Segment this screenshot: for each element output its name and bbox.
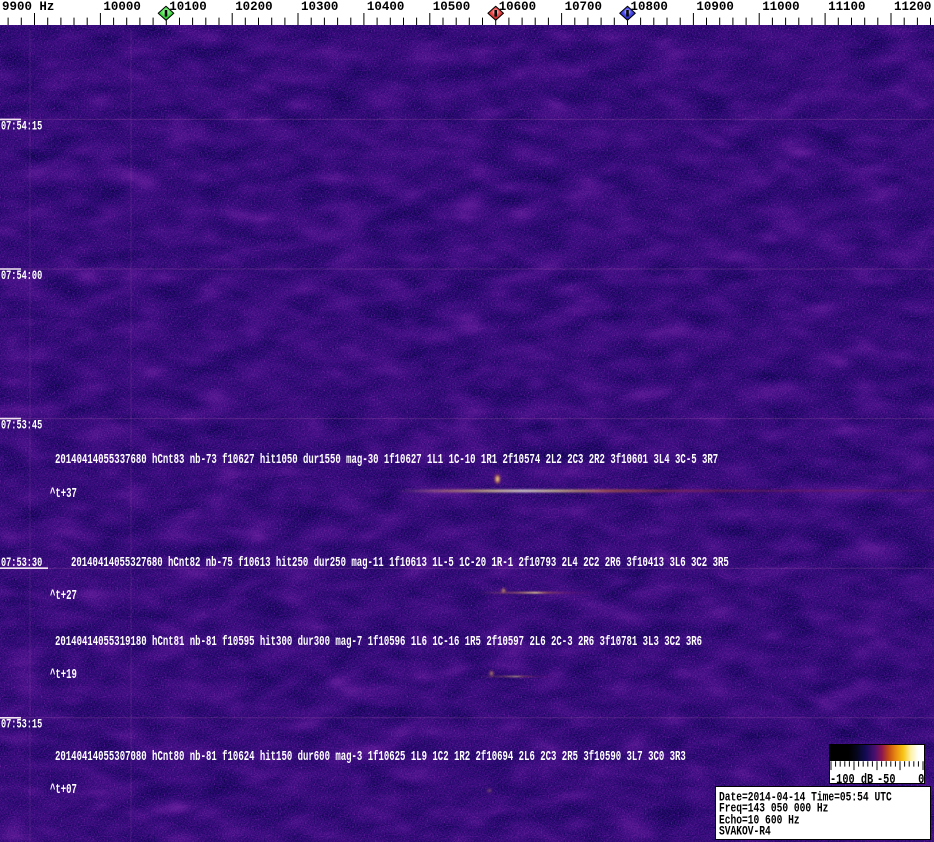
svg-text:10300: 10300 [301, 0, 338, 14]
svg-text:11000: 11000 [762, 0, 799, 14]
svg-text:-50: -50 [877, 771, 896, 785]
svg-text:0: 0 [918, 771, 924, 785]
svg-text:-100 dB: -100 dB [830, 771, 874, 785]
svg-text:10100: 10100 [169, 0, 206, 14]
svg-text:11200: 11200 [894, 0, 931, 14]
svg-text:10000: 10000 [103, 0, 140, 14]
svg-text:10600: 10600 [499, 0, 536, 14]
svg-text:9900 Hz: 9900 Hz [2, 0, 54, 14]
svg-text:10800: 10800 [631, 0, 668, 14]
svg-text:10200: 10200 [235, 0, 272, 14]
svg-text:10500: 10500 [433, 0, 470, 14]
svg-text:10900: 10900 [696, 0, 733, 14]
svg-text:11100: 11100 [828, 0, 865, 14]
svg-text:10700: 10700 [565, 0, 602, 14]
svg-text:10400: 10400 [367, 0, 404, 14]
